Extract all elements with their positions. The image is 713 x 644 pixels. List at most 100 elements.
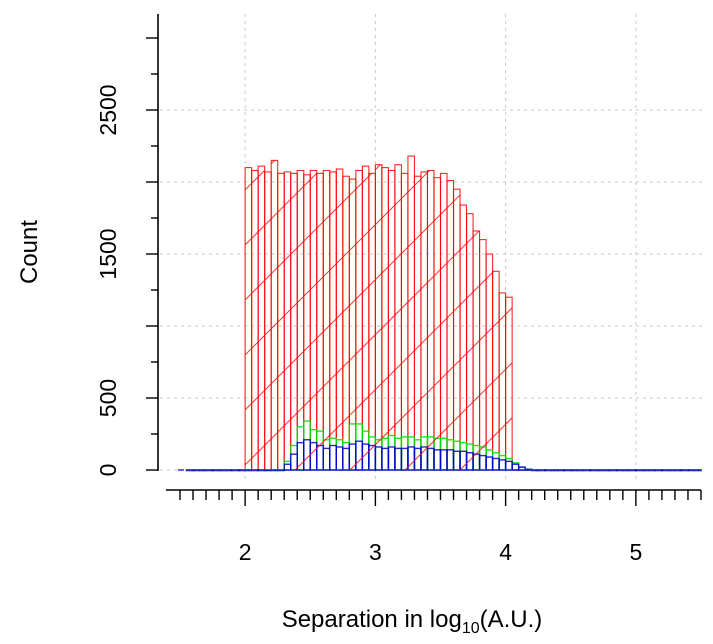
bar-1-25: [348, 423, 357, 471]
hatch-line-24: [459, 156, 513, 471]
bar-2-45: [478, 454, 487, 471]
hatch-diagonal: [245, 50, 713, 471]
bar-1-40: [446, 439, 455, 471]
bar-0-36: [420, 171, 429, 471]
bar-2-24: [342, 447, 351, 471]
bar-2-33: [400, 447, 409, 471]
bar-0-9: [244, 167, 253, 471]
hatch-line-22: [349, 156, 513, 471]
bar-2-37: [426, 447, 435, 471]
series-2: [185, 439, 702, 472]
bar-0-41: [452, 188, 461, 471]
bar-1-30: [381, 437, 390, 471]
bar-1-27: [361, 430, 370, 471]
bar-1-33: [400, 436, 409, 471]
bar-1-16: [290, 444, 298, 471]
bar-2-25: [348, 443, 357, 471]
hatch-line-25: [515, 50, 713, 470]
bar-2-16: [290, 453, 298, 471]
bar-1-32: [394, 437, 403, 471]
bar-1-22: [329, 437, 338, 471]
bar-1-24: [342, 441, 351, 471]
bar-0-20: [316, 172, 324, 471]
bar-2-18: [303, 439, 311, 471]
bar-2-39: [439, 449, 448, 471]
bar-1-43: [465, 443, 474, 471]
bar-2-46: [485, 456, 494, 471]
hatch-line-21: [294, 156, 513, 471]
bar-0-37: [426, 169, 435, 471]
x-axis-title-main: Separation in log: [282, 606, 462, 633]
bar-1-18: [303, 420, 311, 471]
bar-2-43: [465, 452, 474, 471]
tick-labels: 2 3 4 5 0 500 1500 2500: [95, 84, 642, 565]
hatch-line-15: [245, 156, 386, 471]
x-tick-label-0: 2: [239, 539, 252, 565]
bar-1-48: [498, 454, 507, 471]
bar-2-28: [368, 444, 377, 471]
bar-1-41: [452, 440, 461, 471]
bar-0-44: [472, 230, 481, 471]
bar-2-38: [433, 449, 442, 471]
bar-0-35: [413, 175, 422, 471]
y-tick-label-3: 2500: [95, 84, 121, 135]
bar-2-22: [329, 444, 338, 471]
x-axis-title-unit: (A.U.): [480, 606, 543, 633]
y-tick-label-1: 500: [95, 379, 121, 417]
bar-0-16: [290, 172, 298, 471]
bar-0-25: [348, 178, 357, 471]
bar-2-26: [355, 440, 364, 471]
bar-0-21: [322, 169, 331, 471]
bar-2-31: [387, 446, 396, 471]
y-tick-label-2: 1500: [95, 228, 121, 279]
bar-2-41: [452, 450, 461, 471]
bar-2-20: [316, 444, 324, 471]
hatch-line-26: [570, 50, 713, 470]
hatch-line-28: [680, 50, 713, 470]
bar-1-38: [433, 437, 442, 471]
bar-1-23: [335, 439, 344, 471]
bar-0-49: [505, 296, 513, 471]
bar-0-26: [355, 169, 363, 471]
x-axis-title-subscript: 10: [462, 620, 480, 637]
bar-2-15: [283, 463, 292, 471]
y-axis-title: Count: [16, 220, 43, 284]
bar-2-23: [335, 446, 344, 471]
bar-2-21: [322, 447, 331, 471]
bar-1-47: [491, 452, 500, 471]
x-tick-label-2: 4: [499, 539, 512, 565]
axes: [146, 14, 702, 506]
bar-1-17: [296, 426, 305, 471]
bar-1-28: [368, 436, 377, 471]
bar-0-10: [251, 169, 259, 471]
bar-0-38: [433, 177, 442, 471]
bar-0-17: [296, 169, 305, 471]
hatch-line-20: [245, 156, 513, 471]
bar-0-27: [361, 165, 370, 471]
bar-1-49: [504, 457, 513, 471]
x-axis-title: Separation in log10(A.U.): [282, 606, 543, 637]
bar-0-11: [257, 165, 266, 471]
bar-2-29: [374, 446, 383, 471]
bar-1-39: [439, 437, 448, 471]
hatch-line-18: [245, 156, 513, 471]
bar-1-45: [478, 446, 487, 471]
bar-0-45: [479, 239, 487, 471]
hatch-line-14: [245, 156, 331, 471]
bar-0-33: [400, 172, 409, 471]
bar-2-19: [309, 441, 318, 471]
grid: [160, 14, 705, 480]
bar-0-13: [270, 159, 279, 471]
bar-2-30: [381, 447, 390, 471]
bar-1-42: [459, 441, 468, 471]
hatch-line-19: [245, 156, 513, 471]
bar-0-34: [407, 155, 415, 471]
bar-0-47: [492, 270, 500, 471]
bar-1-46: [485, 449, 494, 471]
bar-0-22: [329, 171, 337, 471]
bar-2-48: [498, 459, 507, 471]
y-tick-label-0: 0: [95, 464, 121, 477]
bar-1-15: [283, 460, 292, 471]
bar-0-19: [309, 169, 318, 471]
